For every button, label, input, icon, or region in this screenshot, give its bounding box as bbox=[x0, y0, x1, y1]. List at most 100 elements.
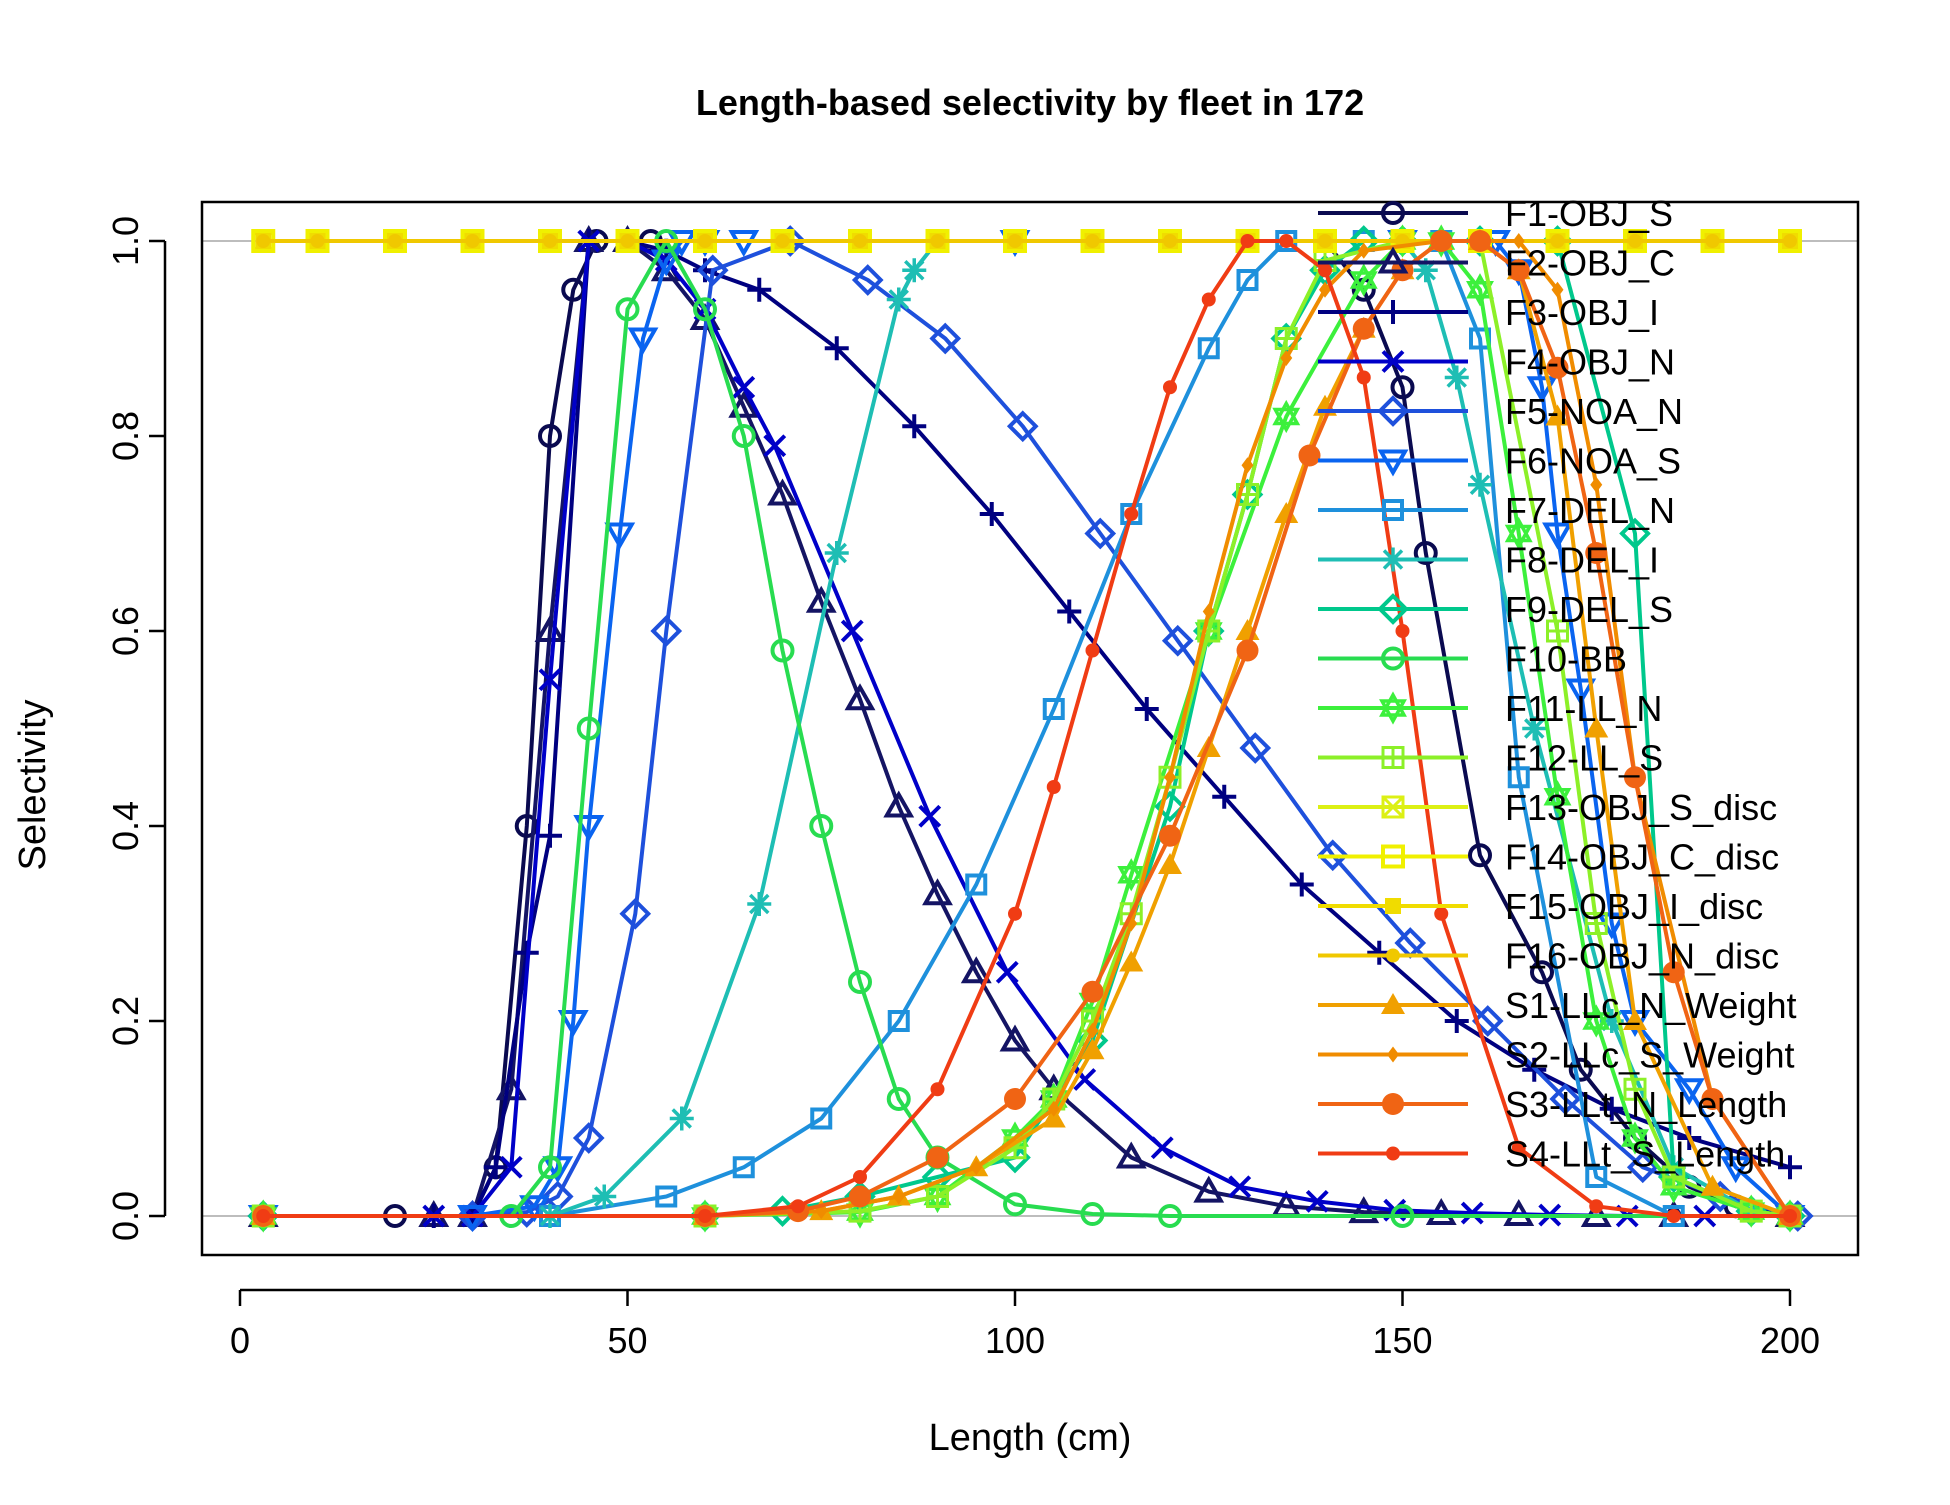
data-point bbox=[1197, 337, 1220, 360]
data-point bbox=[1228, 1175, 1252, 1199]
legend-label: F10-BB bbox=[1505, 639, 1627, 680]
legend-marker bbox=[1377, 593, 1409, 625]
legend-marker bbox=[1385, 898, 1401, 914]
legend-item: F4-OBJ_N bbox=[1318, 342, 1675, 383]
legend-item: F6-NOA_S bbox=[1318, 441, 1681, 482]
data-point bbox=[1280, 350, 1293, 366]
data-point bbox=[1236, 639, 1259, 662]
data-point bbox=[557, 1010, 589, 1038]
data-point bbox=[1628, 234, 1642, 248]
data-point bbox=[810, 1107, 833, 1130]
data-point bbox=[1599, 1096, 1624, 1121]
legend: F1-OBJ_S F2-OBJ_C F3-OBJ_I F4-OBJ_N F5-NOA_N… bbox=[1318, 193, 1797, 1175]
legend-item: F2-OBJ_C bbox=[1318, 243, 1675, 284]
data-point bbox=[1134, 697, 1159, 721]
data-point bbox=[1619, 517, 1651, 550]
data-point bbox=[615, 297, 640, 322]
y-axis-label: Selectivity bbox=[12, 699, 54, 870]
data-point bbox=[1046, 780, 1061, 794]
data-point bbox=[851, 264, 884, 296]
legend-marker bbox=[1379, 691, 1407, 725]
data-point bbox=[1158, 1204, 1182, 1228]
data-point bbox=[483, 1155, 508, 1180]
legend-label: F9-DEL_S bbox=[1505, 589, 1673, 630]
data-point bbox=[747, 277, 772, 302]
legend-marker bbox=[1377, 246, 1409, 274]
legend-label: F11-LL_N bbox=[1505, 688, 1662, 729]
data-point bbox=[1662, 961, 1685, 984]
data-point bbox=[1471, 1005, 1504, 1037]
legend-item: F5-NOA_N bbox=[1318, 391, 1683, 432]
data-point bbox=[1468, 472, 1492, 497]
data-point bbox=[1585, 1166, 1608, 1188]
data-point bbox=[650, 615, 683, 647]
data-point bbox=[538, 1155, 562, 1180]
data-point bbox=[767, 478, 798, 506]
data-point bbox=[1057, 599, 1082, 624]
data-point bbox=[853, 234, 867, 248]
data-point bbox=[465, 234, 480, 248]
data-point bbox=[1274, 502, 1299, 523]
legend-label: F15-OBJ_I_disc bbox=[1505, 886, 1763, 927]
chart-title: Length-based selectivity by fleet in 172 bbox=[696, 82, 1364, 123]
legend-item: F12-LL_S bbox=[1318, 738, 1663, 779]
x-tick-label: 100 bbox=[985, 1320, 1045, 1361]
data-point bbox=[1086, 1022, 1099, 1039]
series-line bbox=[263, 239, 1790, 1218]
data-point bbox=[1352, 317, 1375, 340]
data-point bbox=[1621, 1121, 1649, 1155]
data-point bbox=[1161, 624, 1194, 657]
series-line bbox=[263, 239, 1790, 1218]
data-point bbox=[844, 683, 876, 711]
data-point bbox=[1047, 1100, 1060, 1117]
data-point bbox=[1526, 376, 1558, 404]
data-point bbox=[728, 390, 760, 418]
legend-item: S3-LLt_N_Length bbox=[1318, 1084, 1787, 1125]
data-point bbox=[1783, 234, 1797, 248]
data-point bbox=[1545, 404, 1570, 426]
y-tick-label: 0.8 bbox=[105, 411, 146, 461]
series-F10-BB bbox=[251, 229, 1802, 1228]
data-point bbox=[1623, 1077, 1647, 1101]
data-point bbox=[922, 878, 953, 906]
data-point bbox=[1319, 281, 1331, 298]
series-line bbox=[263, 239, 1791, 1218]
legend-marker bbox=[1386, 948, 1400, 963]
data-point bbox=[1298, 444, 1321, 467]
data-point bbox=[848, 970, 872, 994]
data-point bbox=[929, 322, 962, 355]
data-point bbox=[1197, 619, 1221, 643]
data-point bbox=[887, 1010, 910, 1032]
data-point bbox=[1390, 1204, 1415, 1228]
data-point bbox=[1511, 1140, 1526, 1155]
data-point bbox=[1550, 234, 1565, 248]
legend-label: F14-OBJ_C_disc bbox=[1505, 837, 1779, 878]
data-point bbox=[256, 1209, 271, 1223]
data-point bbox=[1701, 1088, 1724, 1110]
data-point bbox=[960, 956, 992, 984]
y-tick-label: 0.4 bbox=[105, 801, 146, 851]
data-point bbox=[1004, 1088, 1026, 1110]
data-point bbox=[1117, 858, 1146, 892]
data-point bbox=[1120, 503, 1143, 525]
data-point bbox=[1568, 1057, 1593, 1082]
data-point bbox=[1507, 766, 1530, 789]
data-point bbox=[1163, 234, 1177, 248]
data-point bbox=[824, 541, 849, 565]
data-point bbox=[1274, 327, 1298, 350]
data-point bbox=[892, 1188, 905, 1205]
data-point bbox=[1193, 1175, 1225, 1203]
legend-label: F8-DEL_I bbox=[1505, 540, 1659, 581]
data-point bbox=[1080, 1038, 1105, 1060]
data-point bbox=[669, 1106, 694, 1131]
data-point bbox=[1115, 1141, 1147, 1169]
data-point bbox=[999, 1024, 1031, 1052]
data-point bbox=[698, 234, 712, 248]
legend-marker bbox=[1381, 547, 1405, 572]
data-point bbox=[1348, 1196, 1380, 1224]
data-point bbox=[918, 804, 942, 828]
data-point bbox=[902, 414, 927, 439]
data-point bbox=[1543, 780, 1572, 814]
data-point bbox=[1085, 234, 1100, 248]
